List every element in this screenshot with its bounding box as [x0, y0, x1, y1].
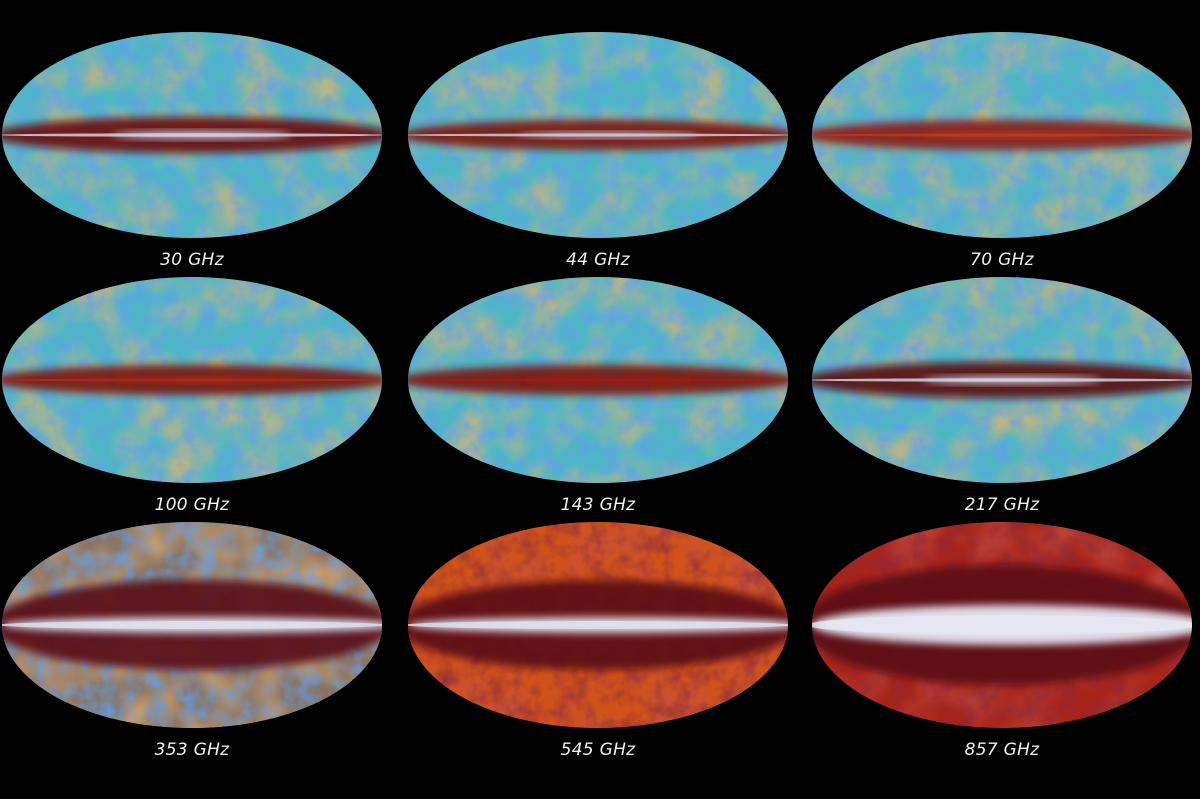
sky-map-panel: 217 GHz: [810, 275, 1194, 520]
sky-map: [812, 522, 1192, 728]
sky-map-panel: 545 GHz: [406, 520, 790, 765]
sky-map: [2, 32, 382, 238]
frequency-label: 353 GHz: [154, 740, 230, 760]
sky-map: [812, 277, 1192, 483]
frequency-label: 857 GHz: [964, 740, 1040, 760]
frequency-label: 44 GHz: [566, 250, 630, 270]
sky-map-panel: 143 GHz: [406, 275, 790, 520]
frequency-label: 545 GHz: [560, 740, 636, 760]
frequency-label: 30 GHz: [160, 250, 224, 270]
sky-map-panel: 857 GHz: [810, 520, 1194, 765]
sky-map: [2, 522, 382, 728]
sky-map-panel: 100 GHz: [0, 275, 384, 520]
sky-map-panel: 70 GHz: [810, 30, 1194, 275]
sky-map: [408, 277, 788, 483]
frequency-label: 217 GHz: [964, 495, 1040, 515]
frequency-label: 100 GHz: [154, 495, 230, 515]
frequency-label: 70 GHz: [970, 250, 1034, 270]
sky-map-panel: 44 GHz: [406, 30, 790, 275]
sky-map: [408, 32, 788, 238]
sky-map-panel: 353 GHz: [0, 520, 384, 765]
frequency-label: 143 GHz: [560, 495, 636, 515]
sky-map: [408, 522, 788, 728]
sky-map: [2, 277, 382, 483]
sky-map-panel: 30 GHz: [0, 30, 384, 275]
sky-map: [812, 32, 1192, 238]
